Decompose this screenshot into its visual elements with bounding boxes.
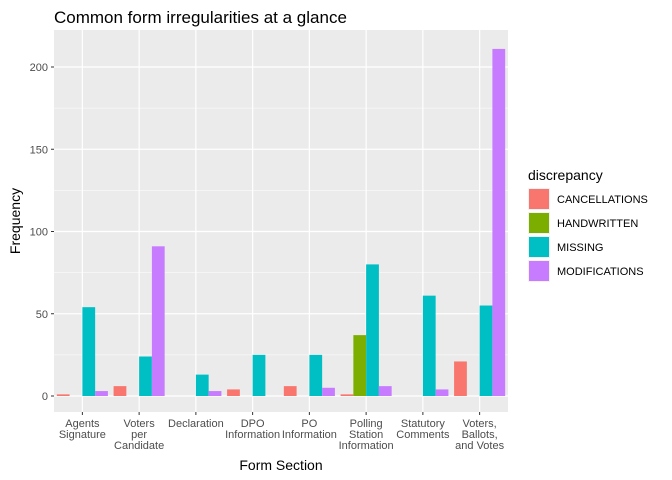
x-tick-label: Voters, Ballots, and Votes <box>455 418 504 452</box>
x-axis-title: Form Section <box>239 457 322 473</box>
bar-cancellations-1 <box>113 386 127 396</box>
bar-cancellations-7 <box>454 361 467 396</box>
bar-cancellations-3 <box>227 389 240 396</box>
legend-swatch-modifications <box>529 261 549 281</box>
bar-missing-4 <box>309 354 323 396</box>
y-tick-label: 200 <box>30 62 48 74</box>
legend-label-modifications: MODIFICATIONS <box>557 266 644 278</box>
x-axis-ticks: Agents Signature Voters per Candidate Declara… <box>59 412 505 452</box>
y-tick-label: 100 <box>30 227 48 239</box>
bar-modifications-6 <box>435 389 449 396</box>
bar-missing-2 <box>195 374 209 396</box>
x-tick-label: Statutory Comments <box>396 418 450 441</box>
y-tick-label: 150 <box>30 144 48 156</box>
x-tick-label: PO Information <box>282 418 337 441</box>
x-tick-label: Declaration <box>168 418 224 430</box>
legend-label-cancellations: CANCELLATIONS <box>557 194 648 206</box>
legend-label-missing: MISSING <box>557 242 603 254</box>
y-axis-ticks: 0 50 100 150 200 <box>30 62 54 403</box>
bar-modifications-1 <box>151 246 165 396</box>
bar-modifications-5 <box>378 386 392 396</box>
x-tick-label: Polling Station Information <box>339 418 394 452</box>
chart-title: Common form irregularities at a glance <box>54 8 347 27</box>
bar-cancellations-5 <box>340 394 354 396</box>
bar-missing-7 <box>479 305 493 396</box>
bar-modifications-7 <box>492 48 506 396</box>
bar-cancellations-4 <box>283 386 297 396</box>
bar-missing-1 <box>139 356 152 396</box>
legend-label-handwritten: HANDWRITTEN <box>557 218 638 230</box>
bar-missing-6 <box>422 295 436 396</box>
x-tick-label: DPO Information <box>225 418 280 441</box>
y-axis-title: Frequency <box>7 188 23 254</box>
legend-swatch-handwritten <box>529 213 549 233</box>
legend-swatch-missing <box>529 237 549 257</box>
bar-handwritten-5 <box>353 335 367 396</box>
bar-missing-3 <box>252 354 266 396</box>
legend-title: discrepancy <box>528 167 603 183</box>
bar-modifications-2 <box>208 391 222 396</box>
y-tick-label: 50 <box>36 309 48 321</box>
legend-swatch-cancellations <box>529 189 549 209</box>
bar-missing-0 <box>82 307 96 396</box>
y-tick-label: 0 <box>42 391 48 403</box>
bars <box>56 48 506 396</box>
bar-modifications-0 <box>95 391 108 396</box>
legend: discrepancy CANCELLATIONS HANDWRITTEN MISS… <box>528 167 648 282</box>
bar-cancellations-0 <box>56 394 70 396</box>
x-tick-label: Voters per Candidate <box>114 418 164 452</box>
bar-missing-5 <box>366 264 379 396</box>
bar-modifications-4 <box>322 387 335 396</box>
x-tick-label: Agents Signature <box>59 418 106 441</box>
